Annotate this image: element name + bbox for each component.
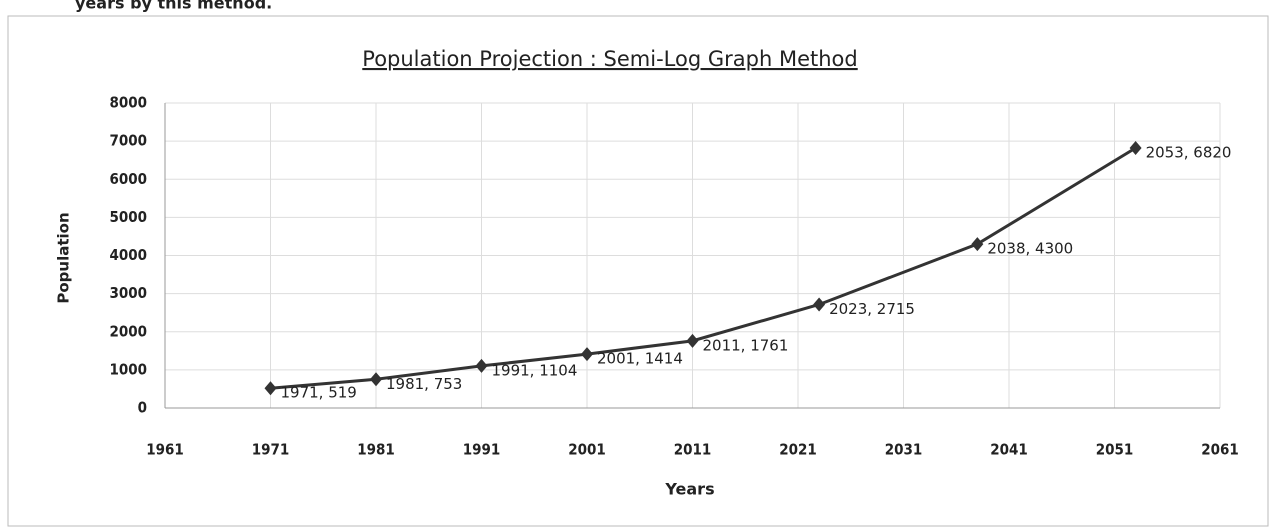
chart-title: Population Projection : Semi-Log Graph M… [362, 47, 857, 71]
chart-frame [7, 15, 1269, 527]
y-tick-label: 3000 [109, 284, 147, 302]
y-tick-label: 6000 [109, 170, 147, 188]
x-tick-label: 2051 [1096, 441, 1134, 459]
x-tick-label: 2001 [568, 441, 606, 459]
x-tick-label: 2011 [674, 441, 712, 459]
data-label: 1981, 753 [386, 375, 462, 393]
y-tick-label: 7000 [109, 132, 147, 150]
data-label: 2023, 2715 [829, 300, 915, 318]
header-text: years by this method. [75, 0, 272, 13]
data-label: 2053, 6820 [1146, 143, 1232, 161]
series-line [270, 146, 1137, 390]
y-axis-label: Population [55, 212, 73, 303]
point-marker [686, 333, 699, 348]
x-tick-label: 2031 [885, 441, 923, 459]
point-marker [971, 237, 984, 252]
data-label: 2011, 1761 [703, 336, 789, 354]
x-tick-label: 1991 [463, 441, 501, 459]
y-tick-label: 0 [138, 399, 147, 417]
y-tick-label: 5000 [109, 208, 147, 226]
y-tick-label: 4000 [109, 246, 147, 264]
point-marker [1129, 140, 1142, 155]
point-marker [475, 358, 488, 373]
y-tick-label: 2000 [109, 322, 147, 340]
x-tick-label: 1961 [146, 441, 184, 459]
data-label: 1991, 1104 [492, 361, 578, 379]
x-tick-label: 1981 [357, 441, 395, 459]
x-tick-label: 2041 [990, 441, 1028, 459]
data-label: 1971, 519 [281, 384, 357, 402]
point-marker [581, 347, 593, 362]
point-marker [264, 381, 277, 396]
x-tick-label: 1971 [252, 441, 290, 459]
data-label: 2001, 1414 [597, 350, 683, 368]
y-tick-label: 1000 [109, 360, 147, 378]
point-marker [813, 297, 826, 312]
y-tick-label: 8000 [109, 94, 147, 112]
x-tick-label: 2061 [1201, 441, 1239, 459]
x-tick-label: 2021 [779, 441, 817, 459]
point-marker [370, 372, 382, 387]
data-label: 2038, 4300 [987, 240, 1073, 258]
x-axis-label: Years [664, 480, 714, 499]
